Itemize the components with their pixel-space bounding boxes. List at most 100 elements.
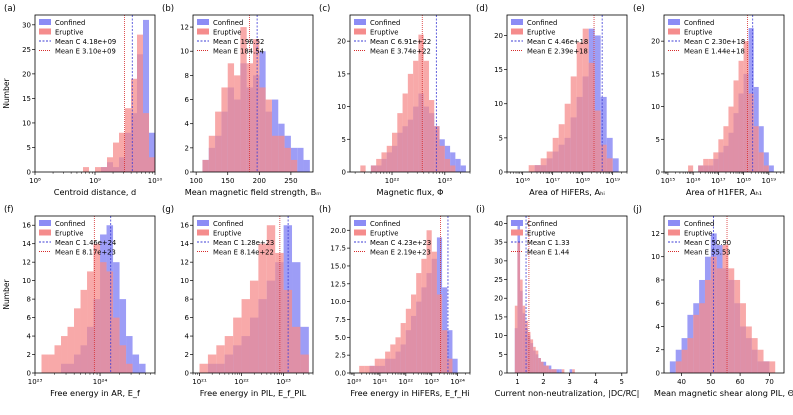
histogram-bar — [514, 305, 518, 373]
y-tick-label: 0 — [27, 370, 31, 378]
y-tick-label: 16 — [22, 222, 31, 230]
y-tick-label: 0 — [499, 370, 503, 378]
histogram-bar — [546, 365, 549, 373]
y-tick-label: 7.5 — [335, 316, 346, 324]
histogram-bar — [768, 165, 774, 172]
legend-label: Confined — [684, 19, 714, 27]
x-axis-label: Area of H1FER, Aₕ₁ — [686, 187, 762, 197]
histogram-bar — [582, 28, 589, 172]
x-tick-label: 10²³ — [276, 378, 291, 386]
x-tick-label: 150 — [221, 177, 234, 185]
axes-frame — [34, 215, 156, 374]
histogram-bar — [101, 167, 107, 172]
x-axis-label: Free energy in PIL, E_f_PIL — [200, 388, 307, 398]
histogram-bar — [61, 336, 68, 373]
histogram-bar — [734, 279, 741, 373]
chart-panel-a: 0 5 10 15 20 25 30 10⁸ 10⁹ 10¹⁰ Centroid distance,… — [2, 4, 162, 197]
y-tick-label: 6 — [185, 314, 190, 322]
y-tick-label: 20 — [651, 38, 660, 46]
histogram-bar — [517, 242, 521, 373]
histogram-bar — [423, 60, 429, 172]
histogram-bar — [675, 361, 682, 373]
y-tick-label: 5 — [27, 144, 31, 152]
histogram-bar — [447, 330, 453, 373]
histogram-bar — [241, 299, 250, 373]
chart-panel-c: 0 5 10 15 20 10²² 10²³ Magnetic flux, Φ (c) Confi… — [319, 4, 471, 197]
x-tick-label: 60 — [736, 378, 745, 386]
histogram-bar — [757, 349, 764, 373]
x-tick-label: 70 — [765, 378, 774, 386]
histogram-bar — [540, 158, 547, 172]
histogram-bar — [538, 358, 541, 373]
legend-label: Mean E 2.39e+18 — [527, 48, 588, 56]
histogram-bar — [397, 113, 403, 172]
histogram-bar — [48, 354, 55, 373]
legend-swatch — [39, 229, 51, 236]
legend-label: Mean E 55.53 — [684, 249, 731, 257]
histogram-bar — [442, 330, 448, 373]
histogram-bar — [431, 251, 437, 373]
y-tick-label: 25 — [494, 276, 503, 284]
histogram-bar — [728, 268, 735, 373]
y-axis-label: Number — [2, 78, 11, 109]
x-tick-label: 10²² — [385, 177, 400, 185]
histogram-bar — [119, 345, 127, 373]
histogram-bar — [258, 243, 267, 373]
y-tick-label: 2.5 — [335, 352, 346, 360]
legend-label: Mean E 1.44e+18 — [684, 48, 745, 56]
legend-swatch — [354, 19, 366, 25]
y-tick-label: 5 — [656, 136, 660, 144]
y-tick-label: 2 — [27, 351, 31, 359]
legend-label: Mean C 4.46e+18 — [527, 38, 588, 46]
legend-swatch — [511, 220, 523, 226]
histogram-bar — [208, 135, 216, 172]
histogram-bar — [558, 124, 565, 172]
x-tick-label: 10⁹ — [89, 177, 101, 185]
histogram-bar — [576, 42, 583, 172]
histogram-bar — [132, 354, 140, 373]
y-tick-label: 14 — [22, 240, 31, 248]
histogram-bar — [266, 225, 276, 373]
y-tick-label: 0 — [656, 169, 660, 177]
histogram-bar — [249, 280, 259, 373]
histogram-bar — [551, 369, 554, 373]
histogram-bar — [444, 158, 451, 172]
histogram-bar — [570, 76, 577, 172]
y-tick-label: 4 — [27, 333, 32, 341]
x-tick-label: 10²¹ — [192, 378, 207, 386]
axes-frame — [506, 215, 628, 374]
legend-swatch — [354, 28, 366, 35]
histogram-bar — [753, 126, 759, 172]
histogram-bar — [455, 158, 461, 172]
y-tick-label: 10 — [494, 332, 503, 340]
x-tick-label: 200 — [253, 177, 266, 185]
histogram-bar — [687, 338, 694, 373]
histogram-bar — [131, 78, 137, 172]
legend-label: Mean E 3.74e+22 — [370, 48, 431, 56]
histogram-bar — [411, 294, 417, 373]
histogram-bar — [612, 158, 619, 172]
histogram-bar — [426, 230, 432, 373]
histogram-bar — [215, 111, 222, 172]
y-tick-label: 15 — [337, 70, 346, 78]
y-tick-label: 10 — [494, 100, 503, 108]
x-tick-label: 10²⁴ — [93, 378, 108, 386]
histogram-bar — [552, 137, 559, 172]
legend-swatch — [39, 220, 51, 226]
histogram-bar — [572, 369, 575, 373]
chart-panel-g: 0 2 4 6 8 10 12 14 16 10²¹ 10²² 10²³ Free energy in … — [162, 205, 314, 398]
legend-label: Eruptive — [213, 230, 241, 238]
x-tick-label: 1 — [515, 378, 519, 386]
histogram-bar — [535, 350, 539, 373]
x-tick-label: 10¹⁸ — [736, 177, 751, 185]
y-tick-label: 20.0 — [330, 227, 346, 235]
histogram-bar — [143, 113, 149, 172]
histogram-bar — [418, 34, 424, 172]
histogram-bar — [207, 354, 217, 373]
histogram-bar — [606, 137, 613, 172]
legend-swatch — [668, 229, 680, 236]
histogram-bar — [436, 294, 443, 373]
y-tick-label: 0 — [499, 169, 503, 177]
